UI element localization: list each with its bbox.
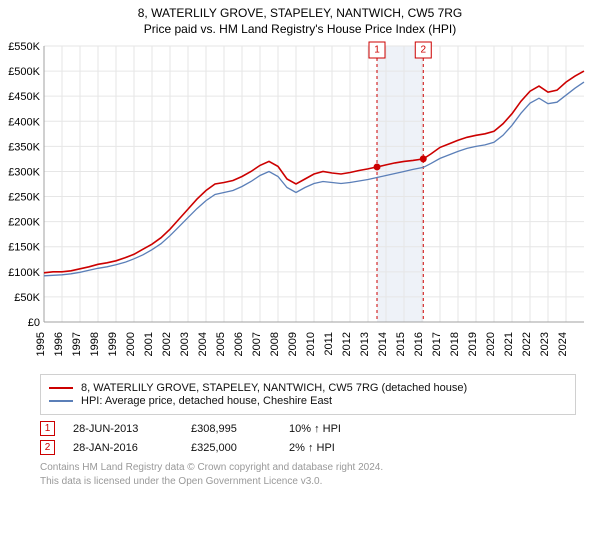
x-tick-label: 2013	[359, 332, 371, 356]
y-tick-label: £200K	[8, 217, 40, 229]
x-tick-label: 2023	[539, 332, 551, 356]
x-tick-label: 1999	[107, 332, 119, 356]
x-tick-label: 2015	[395, 332, 407, 356]
event-pct: 10% ↑ HPI	[289, 423, 341, 435]
footer-line: Contains HM Land Registry data © Crown c…	[40, 461, 576, 475]
x-tick-label: 2020	[485, 332, 497, 356]
x-tick-label: 2018	[449, 332, 461, 356]
event-table: 1 28-JUN-2013 £308,995 10% ↑ HPI 2 28-JA…	[40, 421, 576, 455]
x-tick-label: 2010	[305, 332, 317, 356]
title-sub: Price paid vs. HM Land Registry's House …	[0, 22, 600, 36]
y-tick-label: £250K	[8, 192, 40, 204]
event-price: £325,000	[191, 442, 271, 454]
legend-swatch	[49, 387, 73, 389]
x-tick-label: 2005	[215, 332, 227, 356]
chart-titles: 8, WATERLILY GROVE, STAPELEY, NANTWICH, …	[0, 0, 600, 40]
footer-attribution: Contains HM Land Registry data © Crown c…	[40, 461, 576, 488]
x-tick-label: 2002	[161, 332, 173, 356]
x-tick-label: 2003	[179, 332, 191, 356]
event-date: 28-JAN-2016	[73, 442, 173, 454]
highlight-band	[377, 46, 423, 322]
title-main: 8, WATERLILY GROVE, STAPELEY, NANTWICH, …	[0, 6, 600, 20]
legend: 8, WATERLILY GROVE, STAPELEY, NANTWICH, …	[40, 374, 576, 415]
event-marker-badge: 1	[40, 421, 55, 436]
x-tick-label: 1998	[89, 332, 101, 356]
x-tick-label: 2019	[467, 332, 479, 356]
y-tick-label: £500K	[8, 66, 40, 78]
legend-label: HPI: Average price, detached house, Ches…	[81, 395, 332, 407]
event-row: 2 28-JAN-2016 £325,000 2% ↑ HPI	[40, 440, 576, 455]
x-tick-label: 2011	[323, 332, 335, 356]
footer-line: This data is licensed under the Open Gov…	[40, 475, 576, 489]
x-tick-label: 2024	[557, 332, 569, 356]
y-tick-label: £0	[28, 317, 40, 329]
event-marker-number: 1	[374, 45, 380, 56]
line-chart: £0 £50K £100K £150K £200K £250K £300K £350K £400…	[0, 40, 600, 370]
y-tick-label: £400K	[8, 116, 40, 128]
x-tick-label: 1996	[53, 332, 65, 356]
x-tick-label: 2004	[197, 332, 209, 356]
y-tick-label: £350K	[8, 141, 40, 153]
chart-container: £0 £50K £100K £150K £200K £250K £300K £350K £400…	[0, 40, 600, 370]
legend-swatch	[49, 400, 73, 402]
x-tick-label: 2017	[431, 332, 443, 356]
event-pct: 2% ↑ HPI	[289, 442, 335, 454]
event-row: 1 28-JUN-2013 £308,995 10% ↑ HPI	[40, 421, 576, 436]
x-tick-label: 2021	[503, 332, 515, 356]
x-tick-label: 2008	[269, 332, 281, 356]
event-marker-badge: 2	[40, 440, 55, 455]
legend-item: HPI: Average price, detached house, Ches…	[49, 395, 567, 407]
x-tick-label: 2006	[233, 332, 245, 356]
x-tick-label: 2014	[377, 332, 389, 356]
x-tick-label: 2012	[341, 332, 353, 356]
y-tick-label: £300K	[8, 166, 40, 178]
legend-label: 8, WATERLILY GROVE, STAPELEY, NANTWICH, …	[81, 382, 467, 394]
y-tick-label: £150K	[8, 242, 40, 254]
x-tick-label: 1997	[71, 332, 83, 356]
x-tick-label: 2001	[143, 332, 155, 356]
x-tick-label: 2000	[125, 332, 137, 356]
x-tick-label: 2016	[413, 332, 425, 356]
y-tick-label: £50K	[14, 292, 40, 304]
event-marker-number: 2	[420, 45, 426, 56]
y-tick-label: £100K	[8, 267, 40, 279]
event-price: £308,995	[191, 423, 271, 435]
y-tick-label: £550K	[8, 41, 40, 53]
x-tick-label: 2009	[287, 332, 299, 356]
event-date: 28-JUN-2013	[73, 423, 173, 435]
x-tick-label: 1995	[35, 332, 47, 356]
x-tick-label: 2022	[521, 332, 533, 356]
legend-item: 8, WATERLILY GROVE, STAPELEY, NANTWICH, …	[49, 382, 567, 394]
y-tick-label: £450K	[8, 91, 40, 103]
x-tick-label: 2007	[251, 332, 263, 356]
